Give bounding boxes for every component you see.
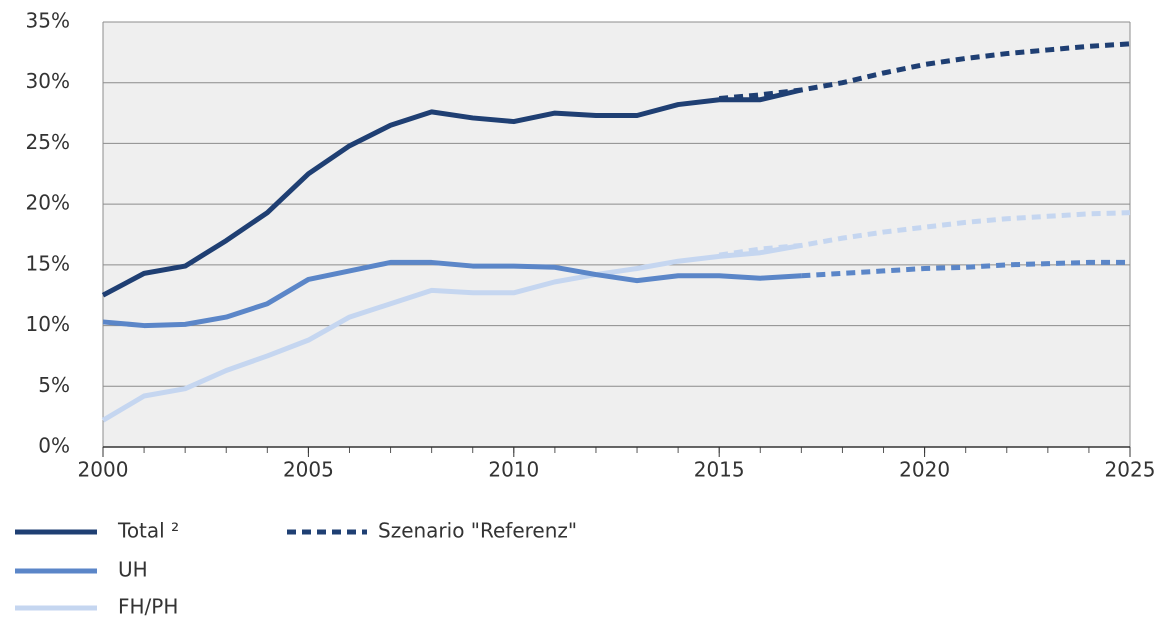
legend-label: FH/PH — [118, 595, 178, 619]
scenario-line — [801, 259, 1130, 279]
y-tick-label: 10% — [26, 312, 70, 336]
series-line — [102, 259, 802, 329]
legend-label: Total ² — [117, 519, 179, 543]
series-line — [101, 87, 802, 298]
legend-label: UH — [118, 558, 148, 582]
series-line — [101, 242, 802, 423]
legend-label: Szenario "Referenz" — [378, 519, 577, 543]
scenario-line — [718, 41, 1131, 101]
y-tick-label: 25% — [26, 130, 70, 154]
x-tick-label: 2020 — [899, 458, 950, 482]
y-tick-label: 20% — [26, 191, 70, 215]
x-tick-label: 2005 — [283, 458, 334, 482]
plot-area — [103, 22, 1130, 447]
y-tick-label: 5% — [38, 373, 70, 397]
y-tick-label: 0% — [38, 434, 70, 458]
x-tick-label: 2010 — [488, 458, 539, 482]
y-tick-label: 35% — [26, 9, 70, 33]
y-tick-label: 30% — [26, 69, 70, 93]
y-tick-label: 15% — [26, 251, 70, 275]
x-tick-label: 2025 — [1105, 458, 1156, 482]
x-tick-label: 2000 — [78, 458, 129, 482]
x-tick-label: 2015 — [694, 458, 745, 482]
